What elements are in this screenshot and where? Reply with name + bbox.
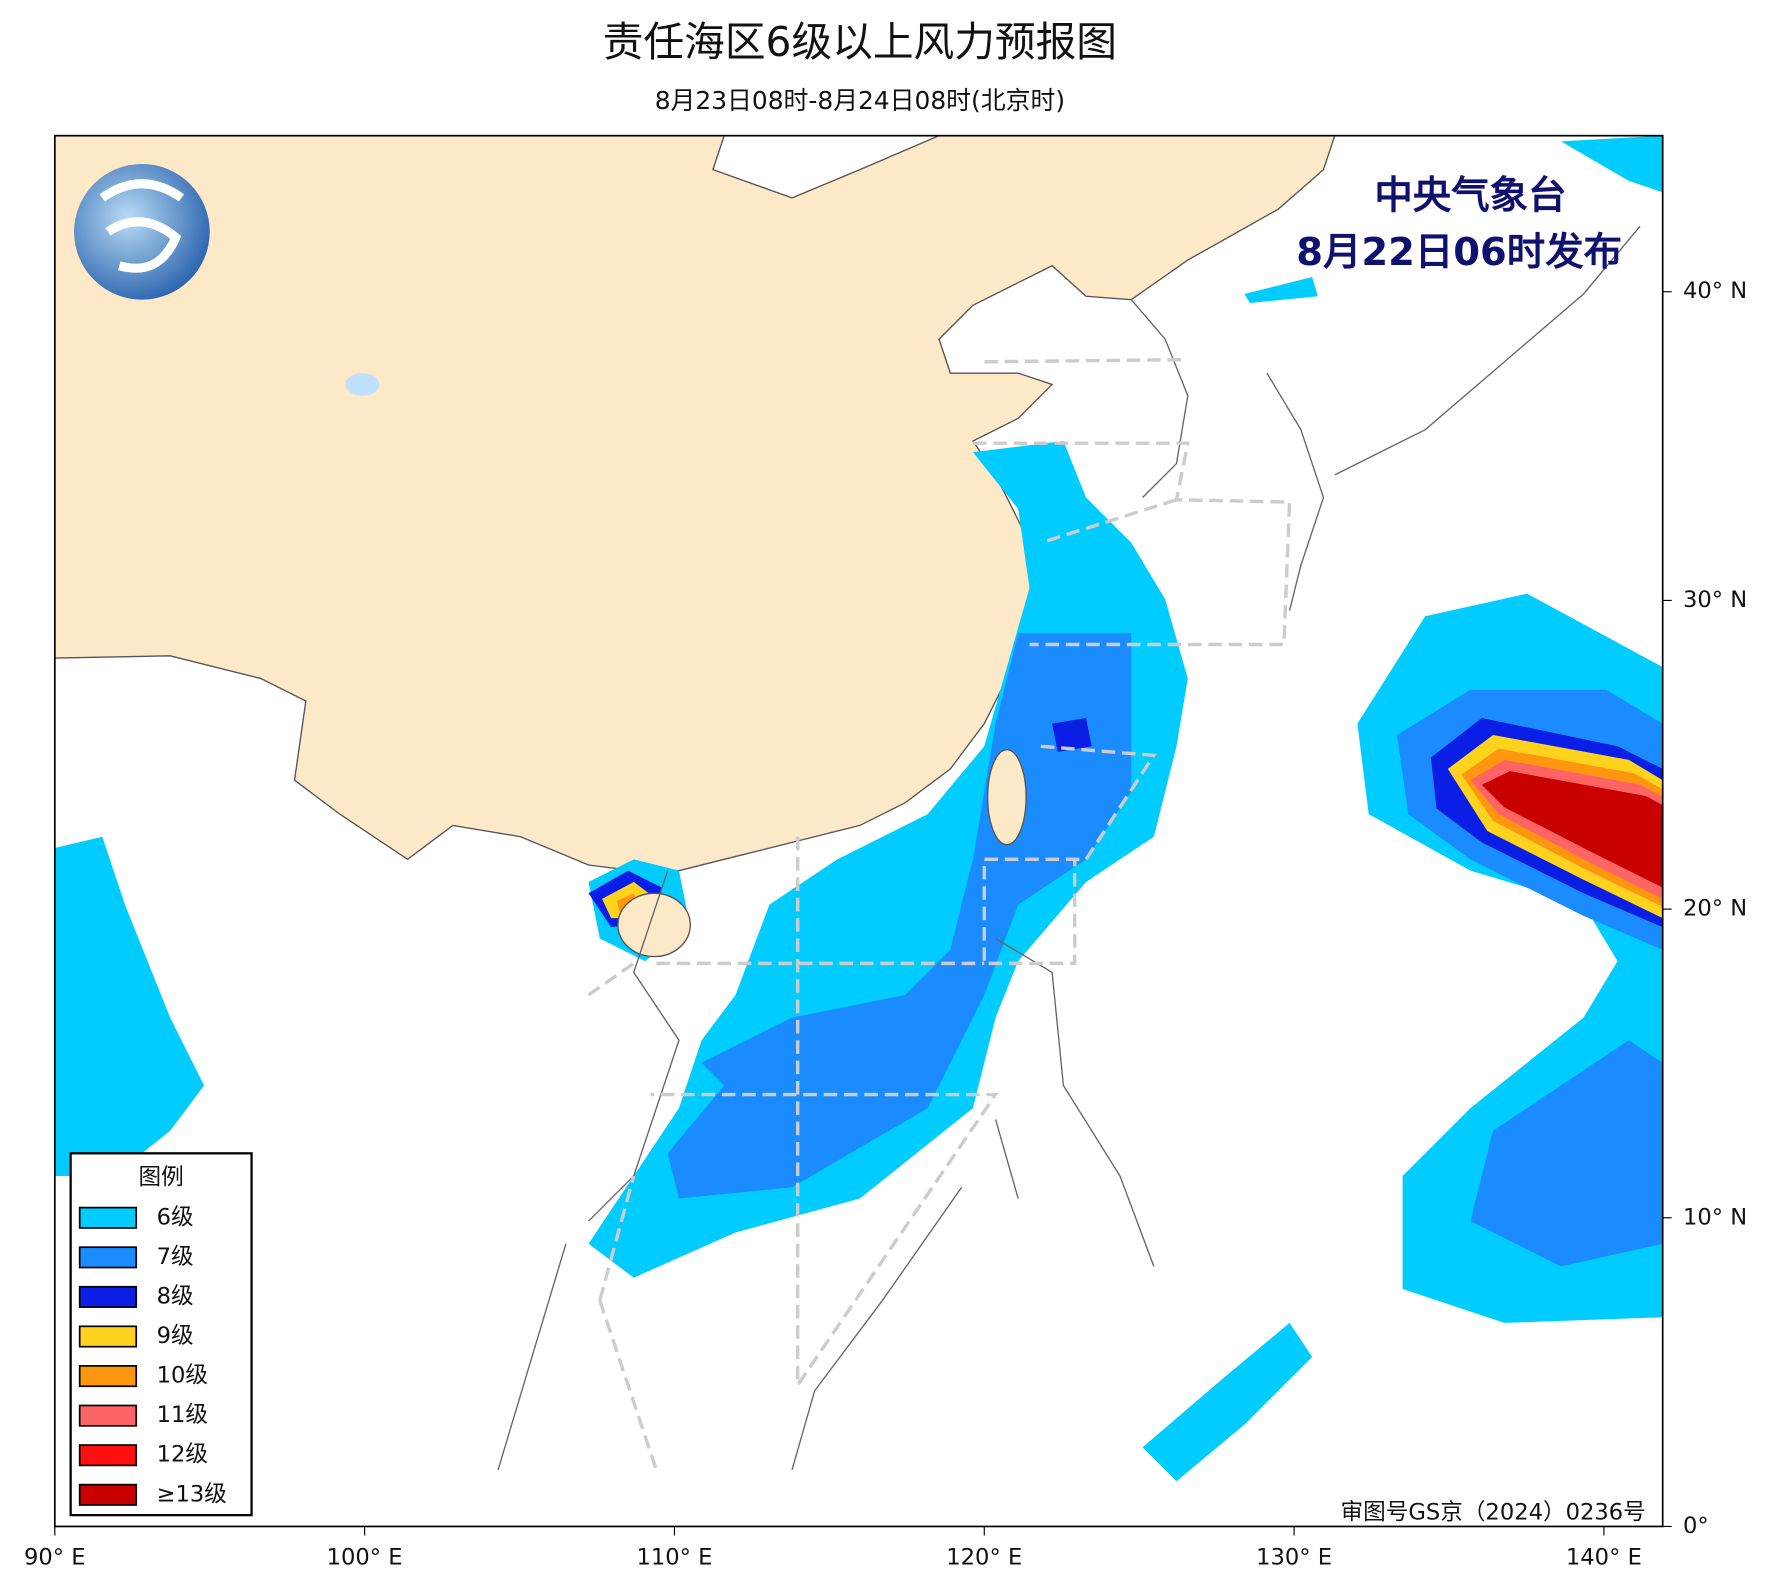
coastline: [497, 225, 1641, 1471]
legend-label: ≥13级: [157, 1481, 227, 1507]
lon-tick-label: 90° E: [24, 1545, 86, 1571]
legend-label: 8级: [157, 1283, 194, 1309]
hainan: [617, 892, 691, 958]
taiwan: [986, 748, 1027, 846]
legend-label: 6级: [157, 1204, 194, 1230]
lat-tick-label: 20° N: [1683, 896, 1747, 922]
lon-tick-label: 130° E: [1256, 1545, 1332, 1571]
legend-label: 11级: [157, 1402, 208, 1428]
lat-tick-label: 10° N: [1683, 1204, 1747, 1230]
lon-tick-label: 110° E: [636, 1545, 712, 1571]
wind-area: [1481, 771, 1663, 888]
lake: [345, 373, 380, 396]
approval-number: 审图号GS京（2024）0236号: [1341, 1499, 1646, 1525]
subtitle: 8月23日08时-8月24日08时(北京时): [655, 86, 1065, 115]
lon-tick-label: 120° E: [946, 1545, 1022, 1571]
legend-swatch: [78, 1206, 138, 1229]
legend-swatch: [78, 1365, 138, 1388]
issuer-time: 8月22日06时发布: [1296, 230, 1622, 275]
wind-area: [588, 718, 1663, 928]
lon-tick-label: 100° E: [327, 1545, 403, 1571]
legend-swatch: [78, 1444, 138, 1467]
legend-label: 7级: [157, 1244, 194, 1270]
title: 责任海区6级以上风力预报图: [603, 18, 1117, 66]
legend-swatch: [78, 1246, 138, 1269]
lat-tick-label: 0°: [1683, 1513, 1709, 1539]
legend-label: 12级: [157, 1442, 208, 1468]
legend-title: 图例: [138, 1165, 183, 1191]
legend-swatch: [78, 1404, 138, 1427]
legend-swatch: [78, 1325, 138, 1348]
legend-label: 9级: [157, 1323, 194, 1349]
logo-mark: [99, 179, 185, 273]
wind-area: [616, 748, 1663, 914]
legend-swatch: [78, 1483, 138, 1506]
legend: 图例 6级 7级 8级 9级 10级 11级 12级 ≥13级: [69, 1152, 253, 1517]
issuer-name: 中央气象台: [1374, 173, 1566, 218]
legend-swatch: [78, 1285, 138, 1308]
lon-tick-label: 140° E: [1566, 1545, 1642, 1571]
lat-tick-label: 40° N: [1683, 278, 1747, 304]
wind-area: [54, 836, 205, 1176]
legend-label: 10级: [157, 1363, 208, 1389]
lat-tick-label: 30° N: [1683, 587, 1747, 613]
sea-area-boundary: [587, 357, 1292, 1471]
wind-area: [602, 734, 1663, 919]
map-body: [54, 135, 1663, 1527]
map-frame: [53, 134, 1664, 1528]
